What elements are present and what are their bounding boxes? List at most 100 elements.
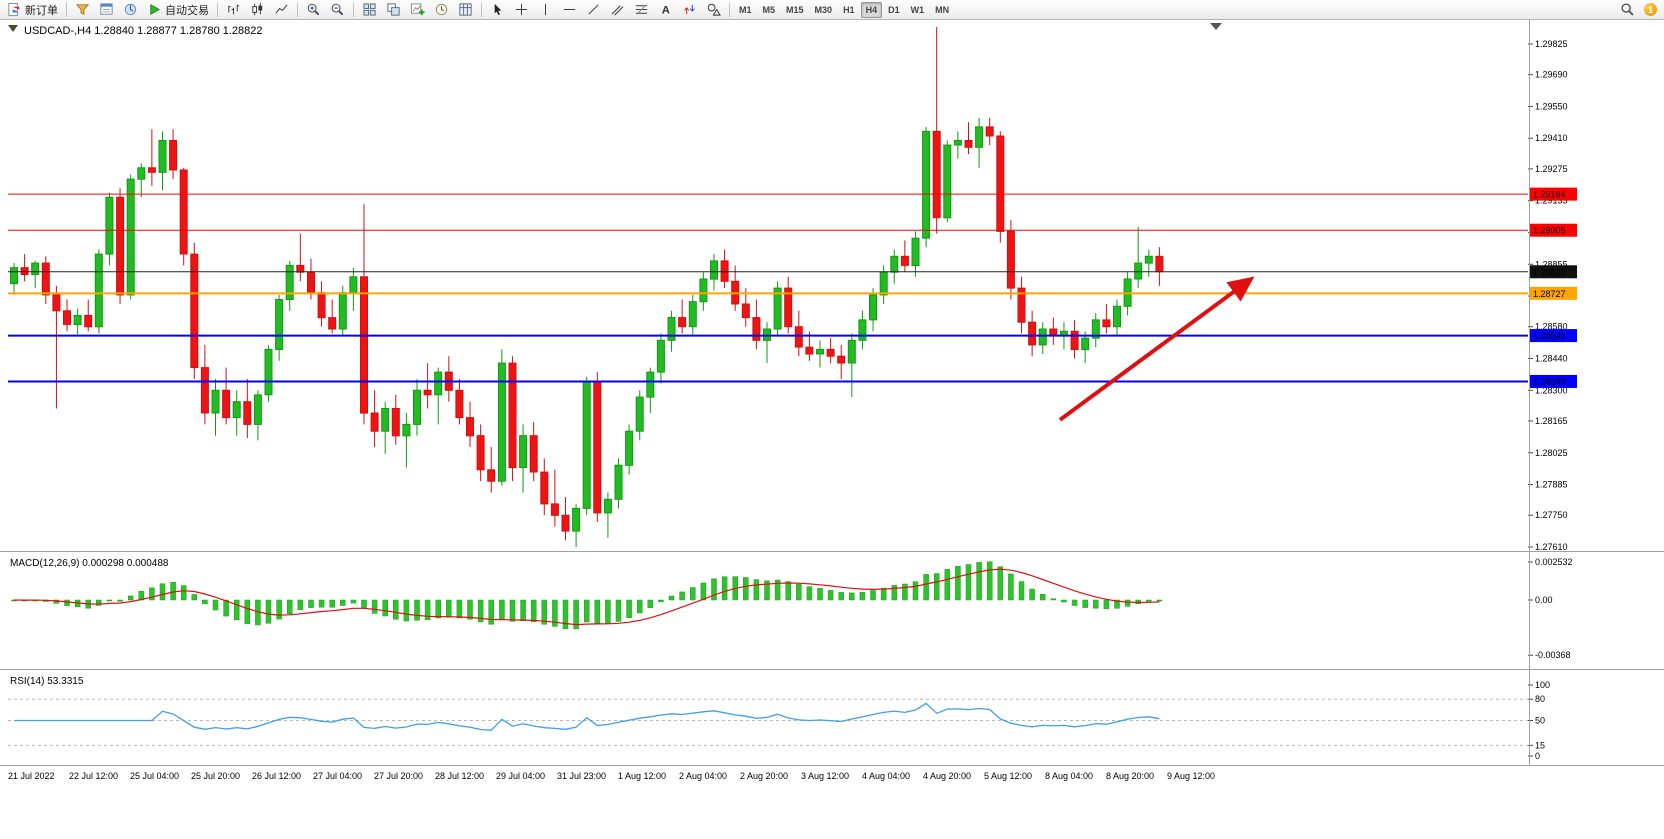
candle-body (455, 389, 464, 419)
search-icon (1621, 3, 1634, 16)
fibonacci-tool-button[interactable] (630, 1, 653, 19)
macd-histogram-bar (668, 595, 675, 601)
macd-histogram-bar (424, 599, 431, 621)
macd-histogram-bar (265, 599, 272, 624)
templates-button[interactable] (454, 1, 477, 19)
timeframe-button-h1[interactable]: H1 (843, 4, 855, 15)
channel-tool-button[interactable] (606, 1, 629, 19)
candle-body (105, 196, 114, 255)
rsi-axis-label: 100 (1535, 680, 1550, 690)
crosshair-icon (515, 3, 528, 16)
timeframe-button-d1[interactable]: D1 (888, 4, 900, 15)
auto-trading-label: 自动交易 (165, 4, 209, 17)
zoom-in-button[interactable] (302, 1, 325, 19)
notification-badge[interactable]: 1 (1644, 3, 1657, 16)
market-watch-button[interactable] (71, 1, 94, 19)
data-window-button[interactable] (95, 1, 118, 19)
new-order-button[interactable]: 新订单 (3, 1, 62, 19)
candlestick-chart-button[interactable] (246, 1, 269, 19)
macd-histogram-bar (467, 599, 473, 620)
candle-body (466, 417, 474, 437)
time-axis-label: 25 Jul 20:00 (191, 771, 240, 781)
price-tick-label: 1.28440 (1535, 354, 1568, 364)
price-tag (1530, 286, 1577, 300)
timeframe-button-m1[interactable]: M1 (739, 4, 752, 15)
macd-histogram-bar (244, 599, 251, 625)
macd-histogram-bar (838, 592, 844, 601)
arrows-icon (684, 4, 695, 15)
candle-body (476, 435, 485, 471)
shapes-tool-button[interactable] (702, 1, 725, 19)
macd-histogram-bar (382, 599, 388, 617)
macd-histogram-bar (1039, 594, 1046, 601)
macd-histogram-bar (552, 599, 558, 627)
rsi-label: RSI(14) 53.3315 (10, 676, 84, 687)
macd-histogram-bar (902, 583, 908, 601)
text-tool-button[interactable]: A (654, 1, 677, 19)
periods-button[interactable] (430, 1, 453, 19)
chart-axes: 1.29825 1.29690 1.29550 1.29410 1.29275 1.291… (8, 39, 1577, 781)
add-indicator-button[interactable] (406, 1, 429, 19)
timeframe-button-h4[interactable]: H4 (860, 1, 883, 18)
text-icon: A (662, 5, 670, 17)
timeframe-button-m5[interactable]: M5 (762, 4, 776, 15)
macd-histogram-bar (106, 599, 113, 602)
macd-histogram-bar (636, 599, 643, 614)
chart-area[interactable]: 1.29825 1.29690 1.29550 1.29410 1.29275 1.291… (0, 20, 1664, 839)
candle-body (487, 469, 496, 482)
candle-body (614, 464, 623, 500)
chart-shift-marker[interactable] (1210, 23, 1222, 30)
candle-body (656, 339, 665, 373)
macd-histogram-bar (117, 599, 123, 602)
candle-body (508, 362, 517, 469)
zoom-out-button[interactable] (326, 1, 349, 19)
vertical-line-tool-button[interactable] (534, 1, 557, 19)
price-tag-label: 1.28541 (1533, 331, 1566, 341)
candle-body (179, 169, 188, 255)
candle-body (63, 310, 71, 325)
candle-body (975, 126, 984, 148)
arrows-tool-button[interactable] (678, 1, 701, 19)
tile-windows-button[interactable] (358, 1, 381, 19)
macd-histogram-bar (170, 581, 176, 601)
time-axis-label: 1 Aug 12:00 (618, 771, 666, 781)
cascade-windows-button[interactable] (382, 1, 405, 19)
crosshair-tool-button[interactable] (510, 1, 533, 19)
search-button[interactable] (1616, 1, 1639, 19)
trend-arrow[interactable] (1058, 276, 1255, 422)
bar-chart-button[interactable] (222, 1, 245, 19)
line-chart-button[interactable] (270, 1, 293, 19)
chart-overlays (8, 193, 1528, 422)
timeframe-button-m15[interactable]: M15 (786, 4, 804, 15)
macd-histogram-bar (785, 581, 791, 601)
timeframe-button-w1[interactable]: W1 (910, 4, 925, 15)
trendline-tool-button[interactable] (582, 1, 605, 19)
horizontal-line-tool-button[interactable] (558, 1, 581, 19)
timeframe-button-mn[interactable]: MN (935, 4, 950, 15)
candle-body (275, 299, 284, 350)
macd-signal-line (13, 568, 1160, 626)
price-tag-label: 1.28822 (1533, 267, 1566, 277)
macd-axis-label: 0.002532 (1535, 557, 1573, 567)
auto-trading-button[interactable]: 自动交易 (143, 1, 213, 19)
candle-body (126, 178, 135, 296)
candle-body (434, 371, 443, 396)
candle-body (816, 348, 824, 355)
price-tick-label: 1.27610 (1535, 542, 1568, 552)
macd-histogram-bar (1018, 581, 1025, 601)
time-axis-label: 28 Jul 12:00 (435, 771, 484, 781)
candle-body (317, 292, 326, 319)
candle-body (582, 380, 591, 509)
candle-body (550, 503, 559, 516)
macd-histogram-bar (520, 599, 526, 621)
candlestick-chart-icon (252, 2, 263, 16)
timeframe-button-m30[interactable]: M30 (814, 4, 833, 15)
chart-menu-icon[interactable] (8, 25, 18, 32)
macd-histogram-bar (796, 583, 802, 601)
macd-histogram-bar (626, 599, 632, 619)
candle-body (232, 401, 241, 419)
macd-histogram-bar (986, 561, 993, 601)
candle-body (900, 255, 909, 266)
cursor-tool-button[interactable] (486, 1, 509, 19)
navigator-button[interactable] (119, 1, 142, 19)
